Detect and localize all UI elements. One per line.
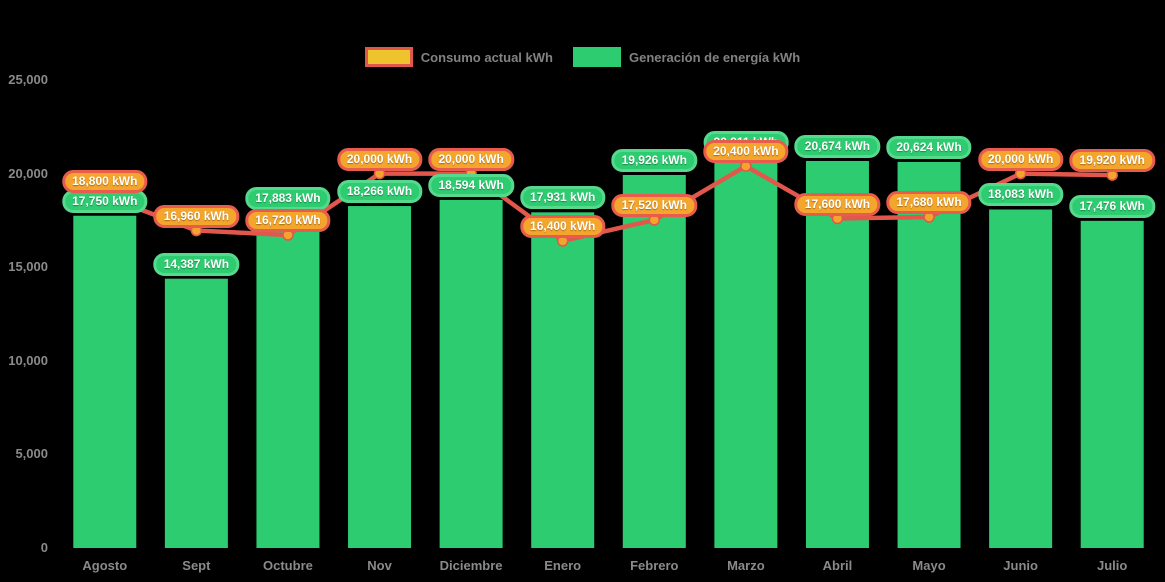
y-axis-tick-label: 10,000	[8, 352, 48, 368]
x-axis-month-label: Diciembre	[439, 558, 503, 573]
consumption-value-label: 20,000 kWh	[977, 147, 1064, 171]
generation-bar	[439, 199, 503, 548]
generation-bar	[531, 212, 595, 549]
generation-value-label: 18,266 kWh	[336, 180, 423, 204]
generation-bar	[622, 174, 686, 548]
consumption-value-label: 20,000 kWh	[428, 147, 514, 171]
generation-swatch-icon	[572, 47, 621, 67]
generation-value-label: 17,476 kWh	[1069, 194, 1155, 218]
generation-value-label: 18,594 kWh	[428, 173, 514, 197]
consumption-value-label: 20,000 kWh	[336, 147, 423, 171]
generation-bar	[805, 160, 869, 548]
consumption-value-label: 17,520 kWh	[611, 194, 697, 218]
generation-bar	[897, 161, 961, 549]
generation-bar	[164, 278, 228, 548]
generation-value-label: 17,750 kWh	[62, 189, 148, 213]
x-axis-month-label: Sept	[182, 558, 211, 573]
generation-value-label: 14,387 kWh	[153, 252, 240, 276]
consumption-value-label: 16,720 kWh	[245, 209, 331, 232]
x-axis-month-label: Enero	[544, 558, 582, 573]
x-axis-month-label: Agosto	[82, 558, 128, 573]
generation-value-label: 17,883 kWh	[245, 187, 331, 211]
generation-bar	[73, 215, 137, 548]
consumption-value-label: 19,920 kWh	[1069, 149, 1155, 173]
x-axis-month-label: Marzo	[727, 558, 765, 573]
x-axis-month-label: Julio	[1097, 558, 1128, 573]
generation-value-label: 17,931 kWh	[520, 186, 606, 210]
consumption-swatch-icon	[364, 47, 413, 67]
legend-item-consumption[interactable]: Consumo actual kWh	[364, 47, 553, 67]
legend-label-consumption: Consumo actual kWh	[420, 49, 553, 65]
consumption-value-label: 18,800 kWh	[62, 170, 148, 194]
generation-value-label: 20,624 kWh	[886, 135, 972, 159]
generation-value-label: 19,926 kWh	[611, 148, 697, 172]
generation-bar	[1080, 220, 1144, 548]
y-axis-tick-label: 15,000	[8, 259, 48, 275]
x-axis-month-label: Abril	[822, 558, 853, 573]
x-axis-month-label: Mayo	[912, 558, 946, 573]
chart-legend: Consumo actual kWh Generación de energía…	[0, 47, 1165, 67]
consumption-value-label: 16,400 kWh	[520, 214, 606, 238]
consumption-value-label: 16,960 kWh	[153, 204, 240, 228]
x-axis-month-label: Nov	[367, 558, 392, 573]
consumption-value-label: 17,680 kWh	[886, 191, 972, 215]
legend-item-generation[interactable]: Generación de energía kWh	[572, 47, 801, 67]
generation-bar	[714, 156, 778, 548]
y-axis-tick-label: 20,000	[8, 165, 48, 181]
x-axis-month-label: Febrero	[630, 558, 679, 573]
y-axis-tick-label: 25,000	[8, 72, 48, 87]
consumption-value-label: 20,400 kWh	[703, 140, 789, 164]
y-axis-tick-label: 5,000	[15, 446, 48, 462]
y-axis-tick-label: 0	[40, 540, 48, 555]
consumption-value-label: 17,600 kWh	[794, 192, 881, 216]
legend-label-generation: Generación de energía kWh	[628, 49, 801, 65]
generation-bar	[256, 213, 320, 549]
generation-value-label: 18,083 kWh	[977, 183, 1064, 207]
x-axis-month-label: Junio	[1003, 558, 1038, 573]
generation-bar	[348, 206, 412, 548]
x-axis-month-label: Octubre	[263, 558, 313, 573]
generation-bar	[989, 209, 1053, 548]
generation-value-label: 20,674 kWh	[794, 134, 881, 158]
